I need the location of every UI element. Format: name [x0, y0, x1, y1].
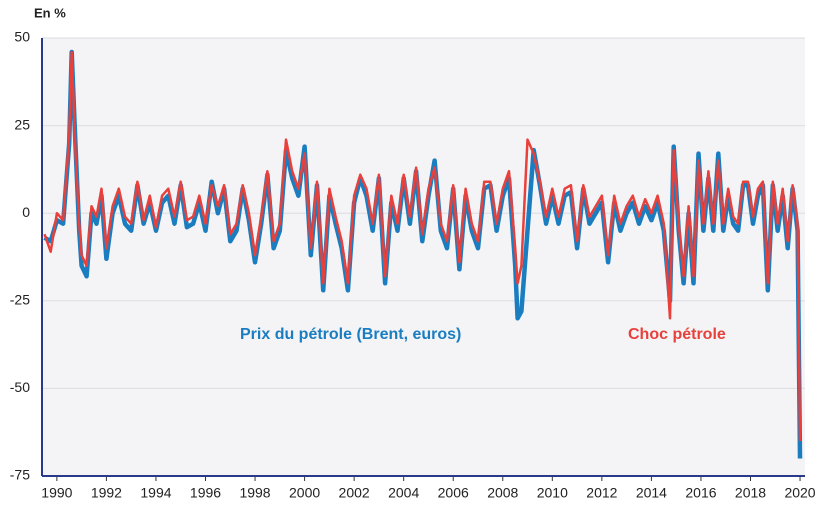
line-series	[43, 50, 802, 442]
plot-area	[42, 38, 805, 476]
x-tick-label: 2018	[735, 485, 766, 501]
x-tick-label: 2010	[537, 485, 568, 501]
x-tick-label: 2002	[339, 485, 370, 501]
x-tick-label: 2006	[438, 485, 469, 501]
y-tick-label: -50	[10, 379, 30, 395]
legend-label: Prix du pétrole (Brent, euros)	[240, 326, 461, 343]
line-series	[43, 49, 803, 459]
y-tick-label: -75	[10, 467, 30, 483]
legend-label: Choc pétrole	[628, 326, 726, 343]
y-tick-label: 0	[22, 204, 30, 220]
x-tick-label: 1990	[41, 485, 72, 501]
y-axis-label: En %	[34, 5, 66, 20]
x-tick-label: 2008	[487, 485, 518, 501]
x-tick-label: 1996	[190, 485, 221, 501]
x-tick-label: 2000	[289, 485, 320, 501]
x-tick-label: 2012	[586, 485, 617, 501]
x-tick-label: 2004	[388, 485, 419, 501]
x-tick-label: 2014	[636, 485, 667, 501]
x-tick-label: 1992	[91, 485, 122, 501]
y-tick-label: 25	[14, 116, 30, 132]
y-tick-label: -25	[10, 292, 30, 308]
x-tick-label: 2016	[685, 485, 716, 501]
y-tick-label: 50	[14, 29, 30, 45]
x-tick-label: 1994	[140, 485, 171, 501]
x-tick-label: 2020	[784, 485, 815, 501]
x-tick-label: 1998	[239, 485, 270, 501]
